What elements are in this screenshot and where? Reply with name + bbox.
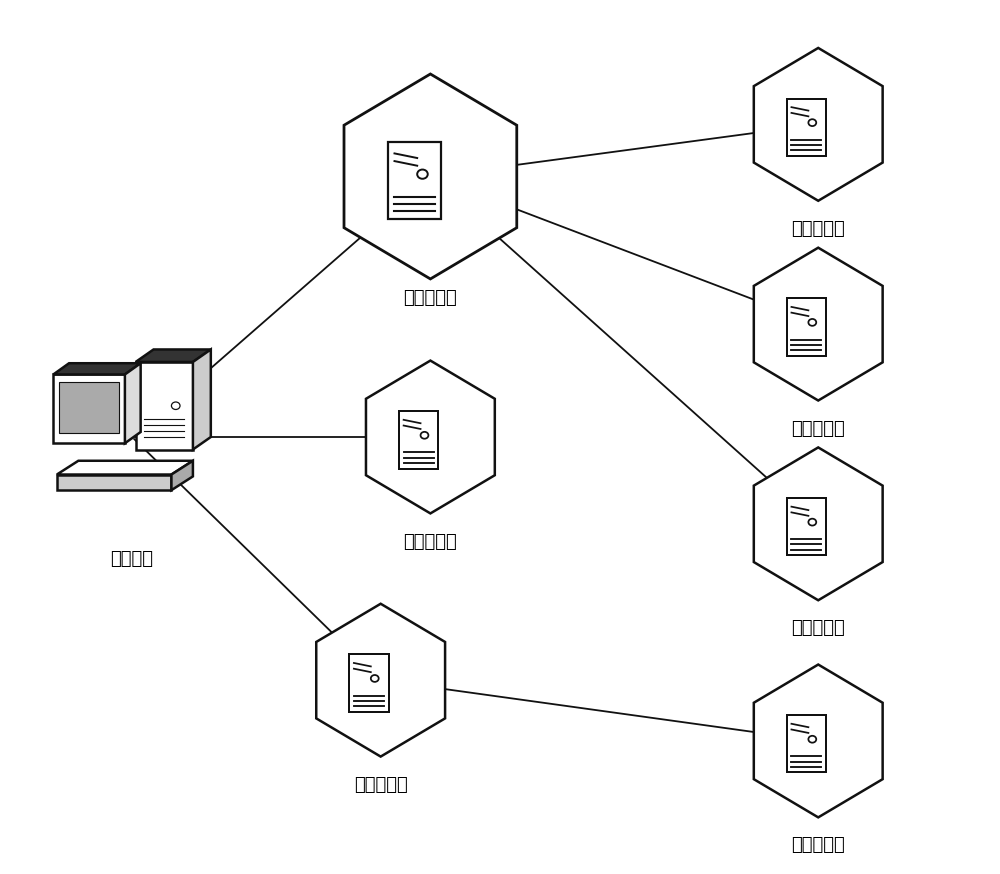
Text: 一级服务器: 一级服务器 — [354, 776, 408, 794]
Bar — [787, 99, 826, 156]
Text: 二级服务器: 二级服务器 — [791, 620, 845, 637]
Circle shape — [371, 675, 379, 682]
Polygon shape — [57, 461, 193, 475]
Bar — [53, 374, 125, 443]
Bar — [787, 298, 826, 356]
Text: 一级服务器: 一级服务器 — [404, 289, 457, 308]
Polygon shape — [754, 447, 883, 600]
Polygon shape — [754, 664, 883, 817]
Bar — [59, 382, 119, 434]
Polygon shape — [136, 350, 211, 362]
Polygon shape — [171, 461, 193, 490]
Polygon shape — [366, 361, 495, 513]
Polygon shape — [193, 350, 211, 449]
Bar — [349, 655, 389, 711]
Circle shape — [808, 319, 816, 326]
Circle shape — [808, 736, 816, 743]
Polygon shape — [316, 604, 445, 757]
Polygon shape — [754, 247, 883, 400]
Circle shape — [421, 432, 428, 439]
Text: 二级服务器: 二级服务器 — [791, 836, 845, 855]
Circle shape — [808, 518, 816, 525]
Circle shape — [171, 402, 180, 410]
Bar — [388, 142, 441, 218]
Polygon shape — [754, 48, 883, 201]
Bar — [787, 498, 826, 555]
Polygon shape — [53, 364, 141, 374]
Bar — [787, 715, 826, 773]
Text: 二级服务器: 二级服务器 — [791, 420, 845, 438]
Text: 一级服务器: 一级服务器 — [404, 532, 457, 551]
Bar — [136, 362, 193, 449]
Text: 应用系统: 应用系统 — [111, 550, 154, 568]
Polygon shape — [57, 475, 171, 490]
Circle shape — [808, 119, 816, 126]
Polygon shape — [344, 74, 517, 279]
Text: 二级服务器: 二级服务器 — [791, 220, 845, 238]
Polygon shape — [125, 364, 141, 443]
Bar — [399, 411, 438, 468]
Circle shape — [417, 170, 428, 179]
